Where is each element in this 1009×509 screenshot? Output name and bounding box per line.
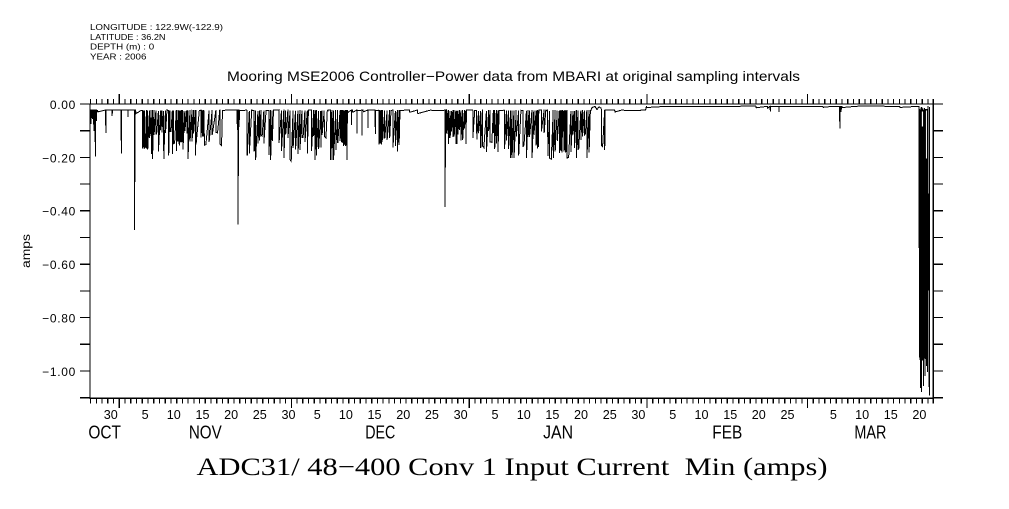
svg-text:15: 15: [723, 408, 737, 422]
svg-text:JAN: JAN: [543, 422, 573, 442]
svg-text:20: 20: [224, 408, 238, 422]
svg-text:30: 30: [454, 408, 468, 422]
svg-text:10: 10: [167, 408, 181, 422]
svg-text:−0.60: −0.60: [42, 258, 76, 272]
svg-text:15: 15: [367, 408, 381, 422]
svg-text:15: 15: [884, 408, 898, 422]
svg-text:FEB: FEB: [712, 422, 742, 442]
svg-text:15: 15: [545, 408, 559, 422]
svg-text:5: 5: [669, 408, 676, 422]
svg-text:20: 20: [752, 408, 766, 422]
svg-text:25: 25: [603, 408, 617, 422]
svg-text:Mooring MSE2006 Controller−Pow: Mooring MSE2006 Controller−Power data fr…: [227, 68, 800, 84]
svg-text:25: 25: [253, 408, 267, 422]
svg-text:10: 10: [517, 408, 531, 422]
svg-text:20: 20: [396, 408, 410, 422]
svg-text:30: 30: [281, 408, 295, 422]
svg-text:−1.00: −1.00: [42, 365, 76, 379]
svg-text:−0.40: −0.40: [42, 205, 76, 219]
svg-text:5: 5: [491, 408, 498, 422]
svg-text:YEAR : 2006: YEAR : 2006: [90, 51, 147, 61]
svg-text:−0.80: −0.80: [42, 312, 76, 326]
svg-text:NOV: NOV: [189, 422, 222, 442]
svg-text:5: 5: [314, 408, 321, 422]
svg-text:10: 10: [694, 408, 708, 422]
svg-text:15: 15: [195, 408, 209, 422]
svg-text:0.00: 0.00: [50, 98, 76, 112]
svg-text:LONGITUDE : 122.9W(-122.9): LONGITUDE : 122.9W(-122.9): [90, 22, 223, 32]
svg-text:25: 25: [425, 408, 439, 422]
svg-text:25: 25: [780, 408, 794, 422]
svg-text:DEC: DEC: [365, 422, 395, 442]
svg-text:MAR: MAR: [854, 422, 886, 442]
svg-text:20: 20: [574, 408, 588, 422]
svg-text:20: 20: [912, 408, 926, 422]
svg-text:ADC31/ 48−400 Conv 1 Input Cur: ADC31/ 48−400 Conv 1 Input Current Min (…: [197, 454, 828, 481]
svg-text:10: 10: [855, 408, 869, 422]
svg-text:−0.20: −0.20: [42, 151, 76, 165]
svg-text:5: 5: [142, 408, 149, 422]
svg-text:30: 30: [104, 408, 118, 422]
svg-text:10: 10: [339, 408, 353, 422]
svg-text:amps: amps: [21, 234, 33, 268]
svg-text:LATITUDE : 36.2N: LATITUDE : 36.2N: [90, 32, 166, 42]
svg-text:5: 5: [830, 408, 837, 422]
svg-text:30: 30: [631, 408, 645, 422]
svg-text:DEPTH (m) : 0: DEPTH (m) : 0: [90, 41, 155, 51]
svg-text:OCT: OCT: [88, 422, 121, 442]
